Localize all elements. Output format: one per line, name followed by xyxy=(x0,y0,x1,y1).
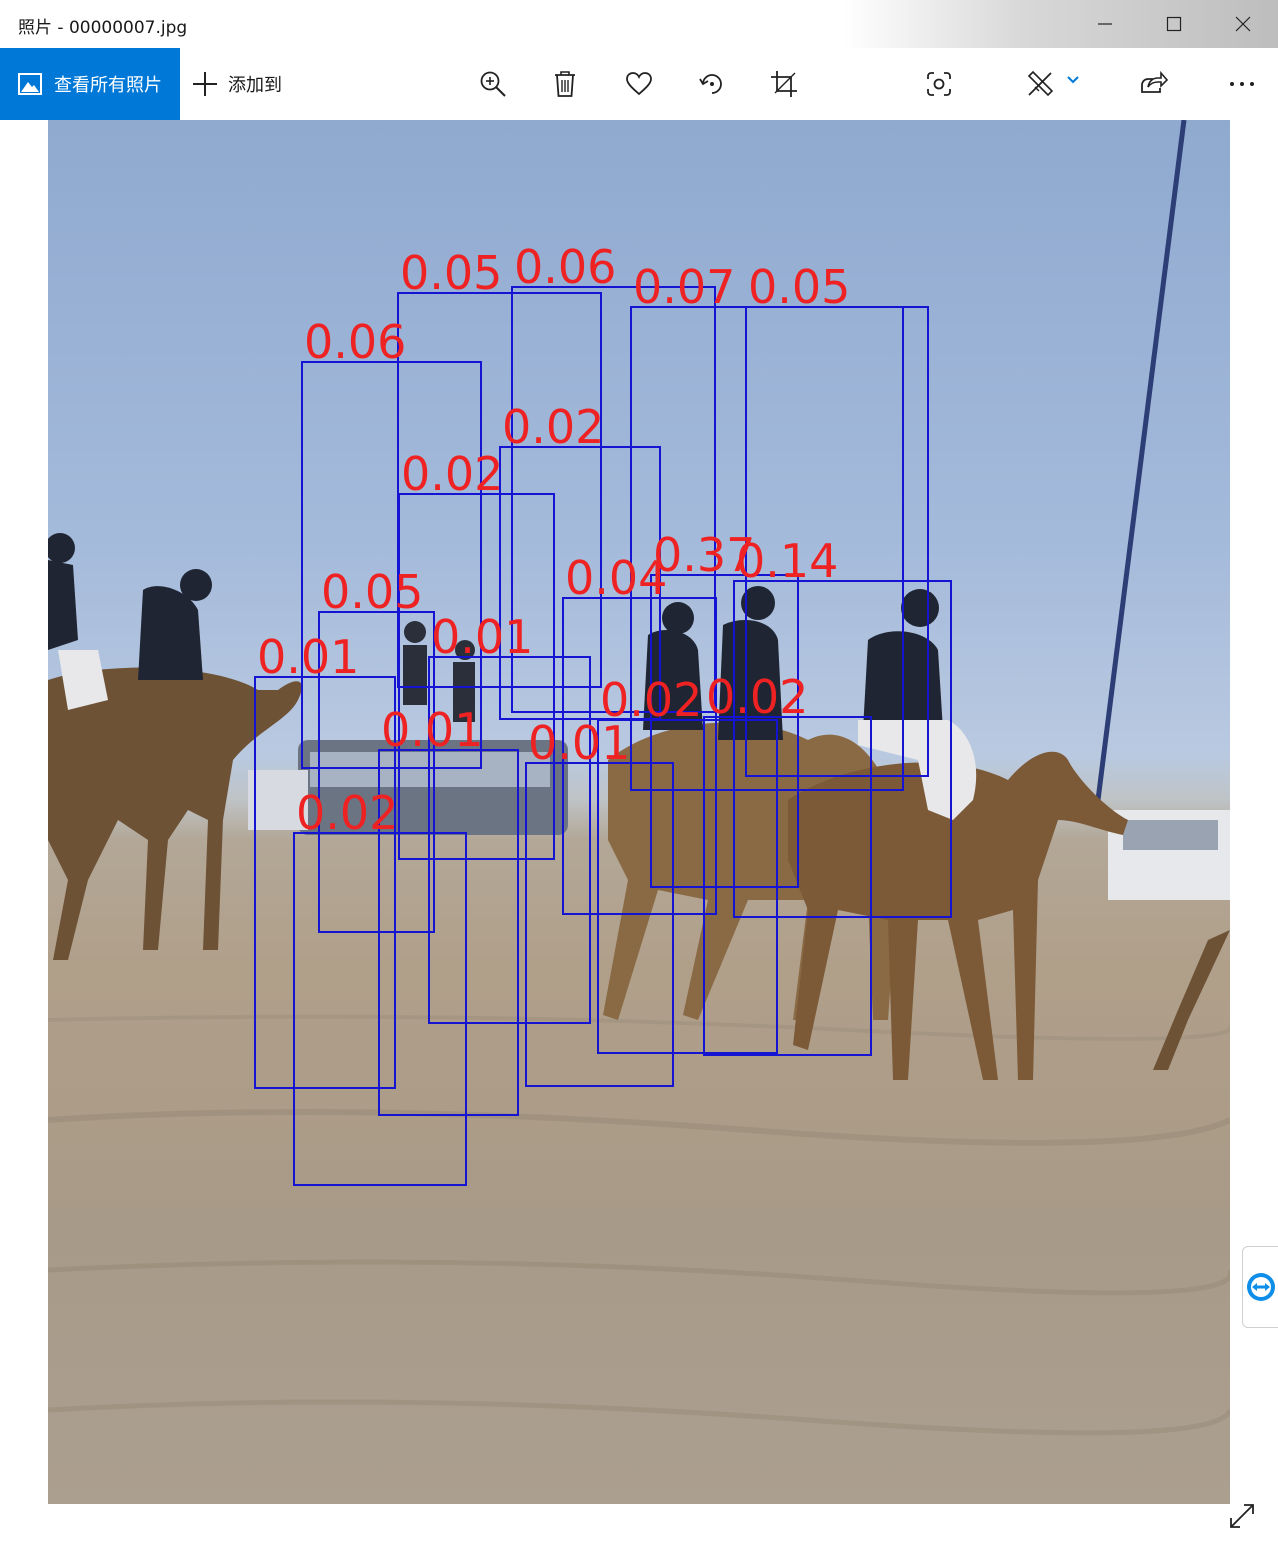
detection-score-label: 0.05 xyxy=(321,565,423,619)
visual-search-icon xyxy=(927,72,951,96)
detection-labels: 0.05 0.06 0.07 0.050.060.020.020.370.140.04… xyxy=(257,240,850,840)
toolbar: 查看所有照片 添加到 xyxy=(0,48,1278,120)
expand-icon xyxy=(1230,1504,1254,1528)
detection-box xyxy=(562,597,717,915)
rotate-button[interactable] xyxy=(690,62,734,106)
minimize-button[interactable] xyxy=(1071,0,1139,48)
detection-box xyxy=(428,656,591,1024)
detection-box xyxy=(398,493,555,860)
detection-score-label: 0.02 xyxy=(401,447,503,501)
detection-score-label: 0.14 xyxy=(736,534,838,588)
view-all-photos-label: 查看所有照片 xyxy=(54,75,162,96)
share-button[interactable] xyxy=(1132,62,1176,106)
detection-box xyxy=(703,716,872,1056)
detection-score-label: 0.02 xyxy=(296,786,398,840)
teamviewer-icon xyxy=(1247,1273,1275,1301)
detection-box xyxy=(318,611,435,933)
detection-score-label: 0.01 xyxy=(257,630,359,684)
detection-score-label: 0.05 xyxy=(748,260,850,314)
edit-dropdown[interactable] xyxy=(1058,62,1088,106)
share-icon xyxy=(1141,70,1168,93)
title-bar: 照片 - 00000007.jpg xyxy=(0,0,1278,48)
zoom-in-button[interactable] xyxy=(471,62,515,106)
chevron-down-icon xyxy=(1067,76,1079,84)
rotate-icon xyxy=(699,74,722,94)
close-icon xyxy=(1235,16,1251,32)
detection-score-label: 0.01 xyxy=(431,610,533,664)
detection-score-label: 0.04 xyxy=(565,551,667,605)
photo-view[interactable]: 0.05 0.06 0.07 0.05 0.06 0.02 0.02 0.37 0.14 0.04… xyxy=(48,120,1230,1504)
detection-score-label: 0.01 xyxy=(381,703,483,757)
add-to-label: 添加到 xyxy=(228,75,282,96)
add-to-button[interactable]: 添加到 xyxy=(192,48,282,120)
photo-scene: 0.05 0.06 0.07 0.050.060.020.020.370.140.04… xyxy=(48,120,1230,1436)
maximize-button[interactable] xyxy=(1140,0,1208,48)
detection-score-label: 0.02 xyxy=(706,670,808,724)
zoom-in-icon xyxy=(480,71,506,97)
crop-icon xyxy=(771,71,797,97)
detection-score-label: 0.07 xyxy=(633,260,735,314)
plus-icon xyxy=(193,72,217,96)
detection-box xyxy=(293,832,467,1186)
detection-box xyxy=(378,749,519,1116)
visual-search-button[interactable] xyxy=(917,62,961,106)
photo-gallery-icon xyxy=(18,73,42,95)
detection-boxes xyxy=(254,286,952,1186)
more-icon xyxy=(1230,82,1254,86)
delete-icon xyxy=(555,71,575,97)
detection-box xyxy=(525,762,674,1087)
detection-box xyxy=(301,361,482,769)
detection-box xyxy=(254,676,396,1089)
detection-score-label: 0.02 xyxy=(600,673,702,727)
window-title: 照片 - 00000007.jpg xyxy=(18,18,188,38)
detection-box xyxy=(511,286,716,713)
edit-icon xyxy=(1027,70,1054,97)
detection-box xyxy=(733,580,952,918)
detection-score-label: 0.06 xyxy=(514,240,616,294)
detection-box xyxy=(499,446,661,720)
minimize-icon xyxy=(1098,23,1112,25)
detection-box xyxy=(745,306,929,777)
detection-score-label: 0.37 xyxy=(653,528,755,582)
heart-icon xyxy=(626,72,652,96)
more-button[interactable] xyxy=(1220,62,1264,106)
fullscreen-button[interactable] xyxy=(1222,1496,1262,1536)
teamviewer-tab[interactable] xyxy=(1242,1246,1278,1328)
detection-score-label: 0.05 xyxy=(400,246,502,300)
detection-score-label: 0.01 xyxy=(528,716,630,770)
detection-score-label: 0.02 xyxy=(502,400,604,454)
maximize-icon xyxy=(1166,16,1182,32)
view-all-photos-button[interactable]: 查看所有照片 xyxy=(0,48,180,120)
edit-button[interactable] xyxy=(1018,62,1062,106)
close-button[interactable] xyxy=(1209,0,1277,48)
crop-button[interactable] xyxy=(762,62,806,106)
favorite-button[interactable] xyxy=(617,62,661,106)
delete-button[interactable] xyxy=(543,62,587,106)
detection-box xyxy=(650,574,799,888)
detection-box xyxy=(597,719,778,1054)
detection-score-label: 0.06 xyxy=(304,315,406,369)
